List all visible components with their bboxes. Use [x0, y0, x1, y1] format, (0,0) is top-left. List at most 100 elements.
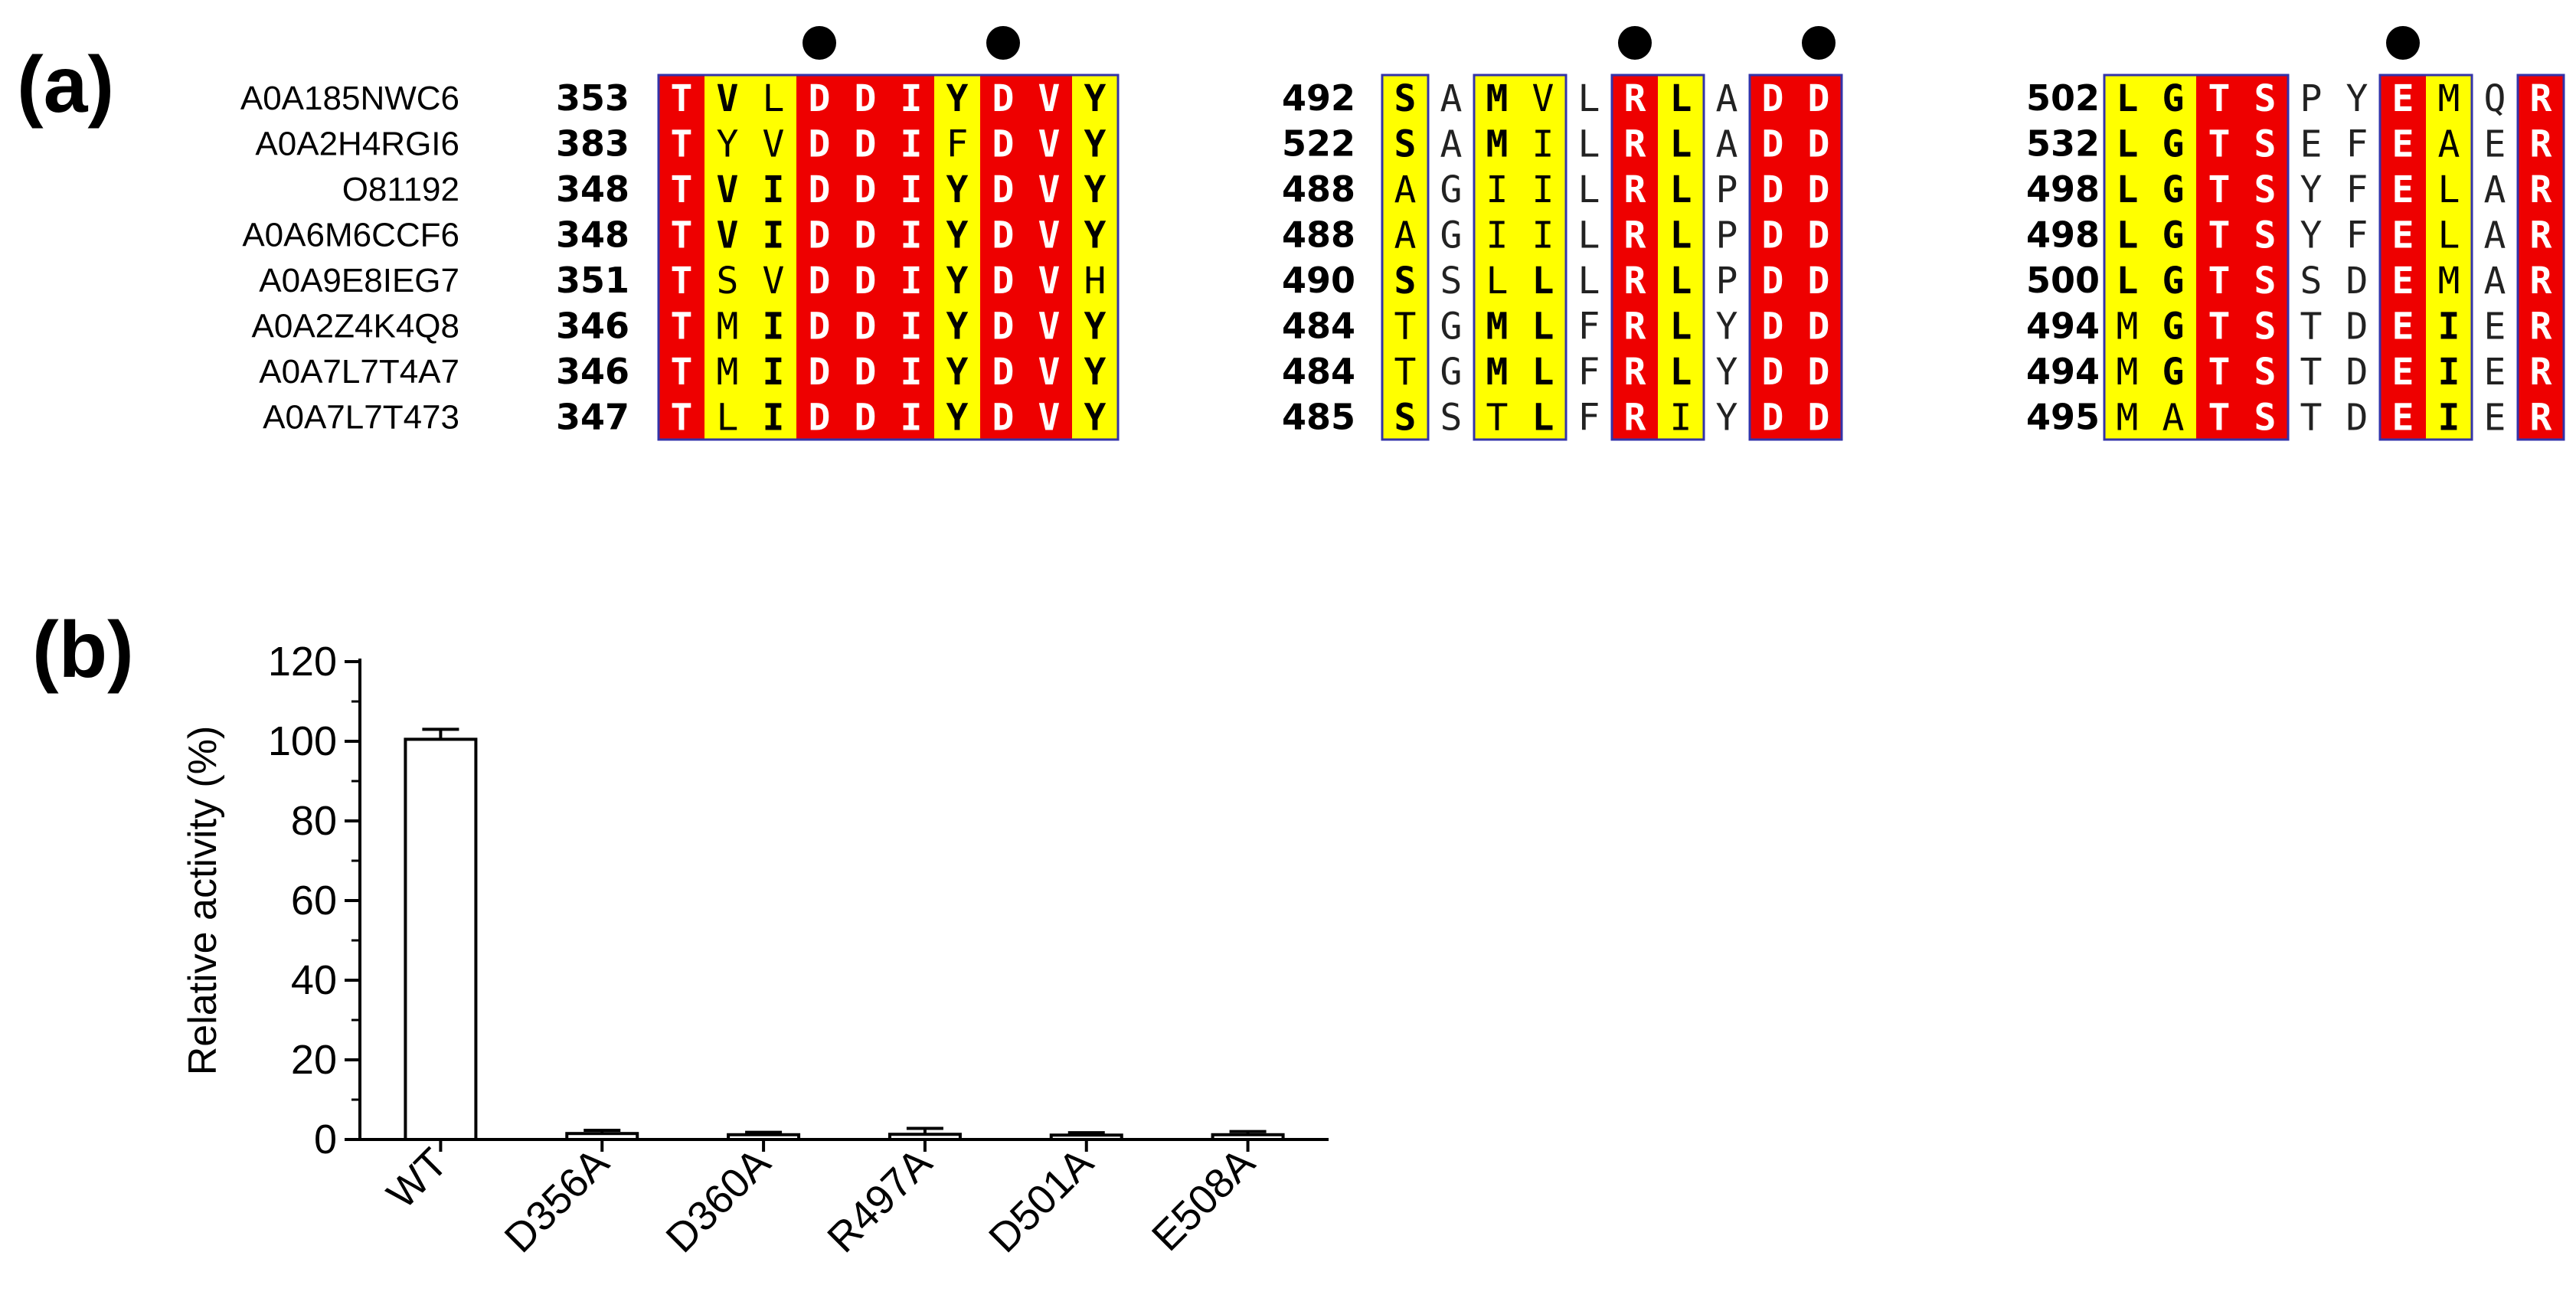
residue: D	[992, 214, 1015, 257]
active-site-marker	[1802, 26, 1836, 60]
residue: G	[2162, 351, 2185, 394]
residue: S	[1394, 77, 1417, 120]
residue: D	[992, 260, 1015, 302]
residue: G	[1440, 168, 1463, 211]
residue: L	[1670, 77, 1692, 120]
residue: E	[2484, 123, 2506, 165]
residue: T	[2300, 305, 2323, 348]
residue: I	[901, 214, 923, 257]
residue: T	[2208, 214, 2231, 257]
conservation-box	[1473, 74, 1568, 441]
residue: Q	[2484, 77, 2506, 120]
residue: E	[2392, 260, 2414, 302]
residue: D	[1762, 168, 1784, 211]
active-site-marker	[803, 26, 836, 60]
residue: T	[2208, 123, 2231, 165]
y-tick-label: 40	[291, 957, 337, 1003]
column-highlight	[704, 75, 750, 440]
residue: R	[1624, 351, 1646, 394]
bar	[727, 1133, 801, 1142]
residue: L	[1670, 260, 1692, 302]
residue: S	[1394, 260, 1417, 302]
column-highlight	[2104, 75, 2150, 440]
residue: P	[1716, 214, 1738, 257]
residue: G	[2162, 260, 2185, 302]
residue: D	[1808, 351, 1830, 394]
position-number: 498	[2026, 168, 2100, 210]
panel-a-label: (a)	[17, 41, 115, 129]
residue: D	[1762, 305, 1784, 348]
position-number: 522	[1282, 123, 1355, 164]
residue: V	[1532, 77, 1554, 120]
residue: T	[671, 214, 693, 257]
residue: L	[1532, 351, 1554, 394]
residue: Y	[946, 77, 969, 120]
residue: D	[809, 77, 831, 120]
residue: L	[1532, 260, 1554, 302]
residue: M	[2117, 305, 2139, 348]
species-label: A0A6M6CCF6	[242, 216, 459, 253]
species-label: A0A2H4RGI6	[255, 125, 459, 162]
residue: I	[901, 396, 923, 439]
column-highlight	[2150, 75, 2196, 440]
column-highlight	[1072, 75, 1118, 440]
residue: T	[2208, 260, 2231, 302]
column-highlight	[796, 75, 842, 440]
residue: Y	[2300, 168, 2323, 211]
residue: I	[901, 168, 923, 211]
x-tick-label: WT	[378, 1139, 456, 1218]
bar	[404, 737, 478, 1141]
residue: A	[1716, 123, 1738, 165]
residue: F	[1578, 351, 1600, 394]
column-highlight	[842, 75, 888, 440]
residue: V	[1038, 123, 1061, 165]
residue: S	[2254, 305, 2277, 348]
residue: D	[1808, 396, 1830, 439]
residue: L	[1532, 305, 1554, 348]
residue: S	[2254, 77, 2277, 120]
residue: I	[1532, 168, 1554, 211]
residue: E	[2392, 168, 2414, 211]
species-label: A0A9E8IEG7	[259, 262, 459, 299]
conservation-box	[2516, 74, 2565, 441]
residue: D	[1808, 214, 1830, 257]
residue: D	[992, 396, 1015, 439]
residue: E	[2392, 123, 2414, 165]
residue: I	[1532, 123, 1554, 165]
residue: M	[717, 305, 739, 348]
residue: A	[2162, 396, 2185, 439]
residue: D	[855, 123, 877, 165]
residue: A	[1394, 168, 1417, 211]
residue: D	[992, 123, 1015, 165]
position-number: 351	[556, 260, 629, 301]
column-highlight	[1520, 75, 1566, 440]
position-number: 494	[2026, 305, 2100, 346]
residue: R	[2530, 396, 2552, 439]
residue: S	[1394, 123, 1417, 165]
residue: T	[2300, 351, 2323, 394]
residue: I	[2438, 351, 2460, 394]
residue: M	[1486, 77, 1509, 120]
residue: R	[1624, 260, 1646, 302]
residue: L	[1578, 123, 1600, 165]
residue: D	[1762, 260, 1784, 302]
residue: D	[992, 351, 1015, 394]
residue: I	[901, 123, 923, 165]
residue: G	[1440, 305, 1463, 348]
residue: L	[763, 77, 785, 120]
position-number: 494	[2026, 351, 2100, 392]
residue: V	[1038, 396, 1061, 439]
column-highlight	[980, 75, 1026, 440]
column-highlight	[659, 75, 704, 440]
residue: P	[1716, 260, 1738, 302]
species-label: O81192	[342, 171, 459, 208]
residue: E	[2392, 396, 2414, 439]
residue: V	[1038, 305, 1061, 348]
residue: D	[855, 77, 877, 120]
residue: A	[2438, 123, 2460, 165]
residue: I	[901, 260, 923, 302]
residue: T	[671, 260, 693, 302]
residue: V	[1038, 77, 1061, 120]
residue: T	[2208, 396, 2231, 439]
